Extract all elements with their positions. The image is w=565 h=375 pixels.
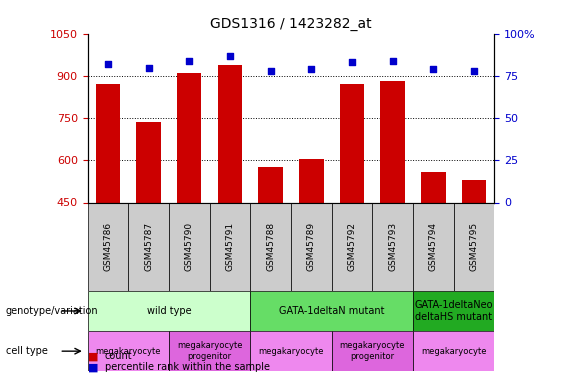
FancyBboxPatch shape — [128, 202, 169, 291]
FancyBboxPatch shape — [291, 202, 332, 291]
Text: GSM45787: GSM45787 — [144, 222, 153, 271]
Bar — [462, 180, 486, 329]
Bar — [136, 122, 161, 329]
Text: GSM45792: GSM45792 — [347, 222, 357, 271]
Text: GSM45791: GSM45791 — [225, 222, 234, 271]
FancyBboxPatch shape — [454, 202, 494, 291]
Point — [225, 53, 234, 59]
FancyBboxPatch shape — [250, 331, 332, 371]
Text: GSM45795: GSM45795 — [470, 222, 479, 271]
FancyBboxPatch shape — [332, 202, 372, 291]
FancyBboxPatch shape — [210, 202, 250, 291]
Text: GSM45789: GSM45789 — [307, 222, 316, 271]
Text: genotype/variation: genotype/variation — [6, 306, 98, 316]
Bar — [258, 166, 283, 329]
Text: GATA-1deltaN mutant: GATA-1deltaN mutant — [279, 306, 384, 316]
FancyBboxPatch shape — [372, 202, 413, 291]
Text: percentile rank within the sample: percentile rank within the sample — [105, 363, 270, 372]
Bar — [340, 84, 364, 329]
Title: GDS1316 / 1423282_at: GDS1316 / 1423282_at — [210, 17, 372, 32]
Text: ■: ■ — [88, 363, 98, 372]
Text: megakaryocyte: megakaryocyte — [258, 346, 324, 355]
FancyBboxPatch shape — [413, 202, 454, 291]
Point — [347, 59, 357, 65]
Point — [185, 58, 194, 64]
Text: count: count — [105, 351, 132, 361]
Text: GSM45794: GSM45794 — [429, 222, 438, 271]
Point — [266, 68, 275, 74]
FancyBboxPatch shape — [88, 331, 169, 371]
Point — [307, 66, 316, 72]
Point — [429, 66, 438, 72]
Text: cell type: cell type — [6, 346, 47, 356]
Point — [144, 64, 153, 70]
FancyBboxPatch shape — [169, 202, 210, 291]
Point — [470, 68, 479, 74]
Bar — [380, 81, 405, 329]
FancyBboxPatch shape — [169, 331, 250, 371]
Text: GSM45793: GSM45793 — [388, 222, 397, 271]
FancyBboxPatch shape — [413, 331, 494, 371]
FancyBboxPatch shape — [88, 291, 250, 331]
Bar — [421, 172, 446, 329]
Point — [388, 58, 397, 64]
Bar — [218, 64, 242, 329]
Point — [103, 61, 112, 67]
Text: GATA-1deltaNeo
deltaHS mutant: GATA-1deltaNeo deltaHS mutant — [415, 300, 493, 322]
FancyBboxPatch shape — [250, 291, 413, 331]
Text: GSM45790: GSM45790 — [185, 222, 194, 271]
FancyBboxPatch shape — [88, 202, 128, 291]
Text: GSM45788: GSM45788 — [266, 222, 275, 271]
Bar — [95, 84, 120, 329]
Text: GSM45786: GSM45786 — [103, 222, 112, 271]
Bar — [177, 73, 202, 329]
Text: megakaryocyte
progenitor: megakaryocyte progenitor — [177, 342, 242, 361]
Text: ■: ■ — [88, 351, 98, 361]
Text: megakaryocyte
progenitor: megakaryocyte progenitor — [340, 342, 405, 361]
FancyBboxPatch shape — [250, 202, 291, 291]
Text: megakaryocyte: megakaryocyte — [95, 346, 161, 355]
Bar — [299, 159, 324, 329]
Text: megakaryocyte: megakaryocyte — [421, 346, 486, 355]
FancyBboxPatch shape — [413, 291, 494, 331]
FancyBboxPatch shape — [332, 331, 413, 371]
Text: wild type: wild type — [147, 306, 191, 316]
